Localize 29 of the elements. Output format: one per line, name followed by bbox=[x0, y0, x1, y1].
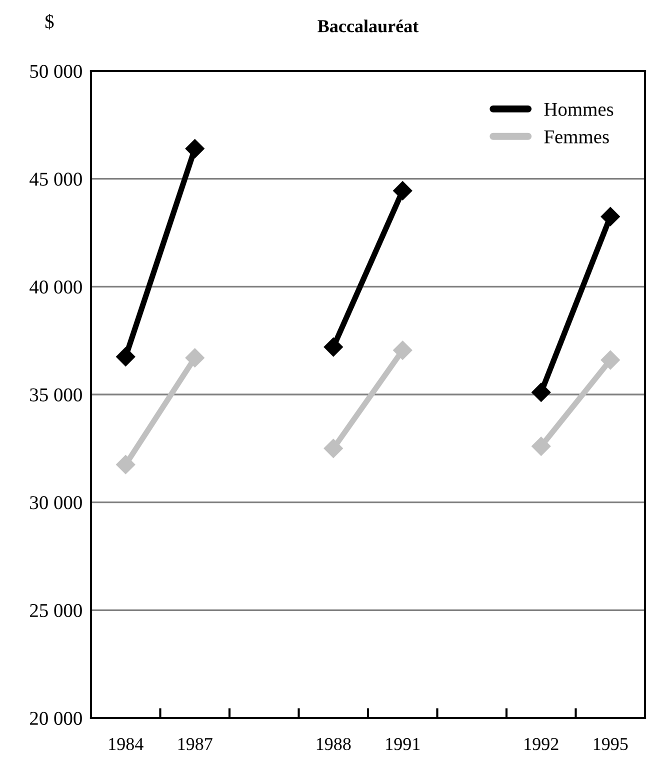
x-tick-label: 1992 bbox=[524, 738, 558, 750]
point bbox=[393, 181, 412, 200]
point bbox=[532, 436, 551, 456]
point bbox=[324, 338, 343, 357]
x-tick-label: 1991 bbox=[386, 738, 420, 750]
y-tick-label: 50 000 bbox=[30, 64, 82, 78]
legend-label: Hommes bbox=[544, 102, 614, 116]
y-tick-label: 45 000 bbox=[30, 172, 82, 186]
y-tick-label: 20 000 bbox=[30, 712, 82, 725]
y-tick-label: 40 000 bbox=[30, 280, 82, 294]
point bbox=[600, 207, 620, 226]
x-tick-label: 1995 bbox=[594, 738, 628, 750]
point bbox=[116, 455, 136, 474]
y-axis-title: $ bbox=[45, 14, 54, 30]
point bbox=[324, 438, 343, 458]
point bbox=[600, 350, 620, 370]
point bbox=[185, 139, 204, 158]
point bbox=[532, 382, 551, 402]
x-tick-label: 1987 bbox=[178, 738, 212, 750]
x-tick-label: 1988 bbox=[316, 738, 351, 750]
y-tick-label: 30 000 bbox=[30, 496, 82, 510]
point bbox=[393, 340, 412, 360]
point bbox=[185, 348, 204, 368]
x-tick-label: 1984 bbox=[109, 738, 144, 750]
y-tick-label: 35 000 bbox=[30, 388, 82, 402]
chart-title: Baccalauréat bbox=[318, 20, 419, 32]
legend-label: Femmes bbox=[544, 130, 609, 144]
y-tick-label: 25 000 bbox=[30, 604, 82, 618]
point bbox=[116, 347, 136, 366]
